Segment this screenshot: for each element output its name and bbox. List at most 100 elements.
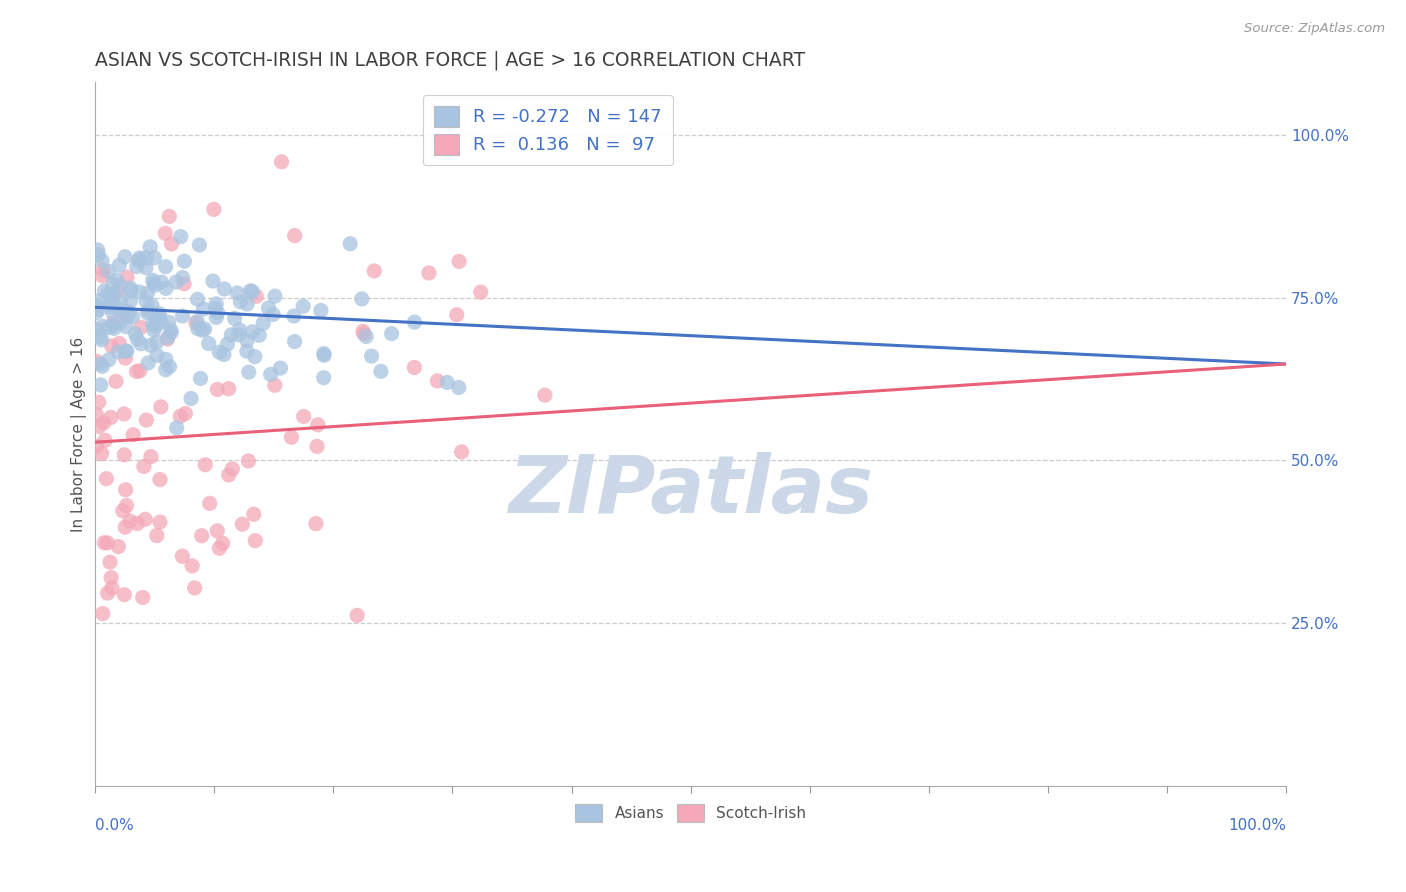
Point — [86, 322, 108, 336]
Point — [447, 380, 470, 394]
Point — [205, 297, 228, 311]
Point — [283, 309, 305, 323]
Point — [117, 310, 139, 324]
Point — [100, 300, 122, 314]
Point — [112, 588, 135, 602]
Point — [145, 313, 167, 327]
Point — [127, 516, 149, 531]
Point — [236, 344, 259, 359]
Point — [107, 285, 129, 299]
Point — [91, 359, 114, 374]
Point — [91, 268, 114, 283]
Point — [243, 350, 266, 364]
Point — [212, 282, 235, 296]
Point — [157, 315, 180, 329]
Point — [217, 337, 239, 351]
Point — [118, 514, 141, 528]
Point — [404, 315, 426, 329]
Point — [125, 364, 148, 378]
Point — [173, 254, 195, 268]
Point — [534, 388, 557, 402]
Point — [114, 304, 136, 318]
Point — [128, 285, 150, 299]
Point — [307, 417, 329, 432]
Point — [105, 273, 128, 287]
Point — [86, 354, 108, 368]
Point — [252, 317, 274, 331]
Point — [97, 352, 120, 367]
Point — [269, 361, 291, 376]
Point — [360, 349, 382, 363]
Point — [87, 293, 110, 308]
Point — [231, 517, 253, 532]
Point — [221, 327, 243, 342]
Point — [346, 608, 368, 623]
Point — [98, 555, 121, 569]
Point — [136, 286, 159, 301]
Point — [187, 292, 209, 306]
Point — [354, 329, 377, 343]
Point — [418, 266, 440, 280]
Point — [93, 535, 115, 549]
Point — [100, 339, 122, 353]
Point — [134, 512, 156, 526]
Point — [86, 408, 108, 422]
Point — [169, 409, 191, 424]
Point — [127, 332, 149, 346]
Point — [128, 251, 150, 265]
Point — [184, 316, 207, 330]
Point — [135, 413, 157, 427]
Point — [98, 297, 121, 311]
Point — [193, 301, 215, 316]
Point — [107, 345, 129, 359]
Point — [148, 307, 170, 321]
Point — [129, 336, 152, 351]
Point — [188, 238, 211, 252]
Point — [280, 430, 302, 444]
Point — [260, 368, 283, 382]
Point — [96, 536, 118, 550]
Point — [89, 357, 111, 371]
Point — [125, 260, 148, 274]
Point — [239, 284, 262, 298]
Point — [115, 499, 138, 513]
Point — [149, 400, 172, 414]
Point — [120, 284, 142, 298]
Point — [207, 524, 229, 538]
Point — [107, 540, 129, 554]
Point — [90, 378, 112, 392]
Point — [155, 352, 177, 367]
Point — [87, 395, 110, 409]
Point — [284, 228, 307, 243]
Point — [165, 275, 187, 289]
Point — [86, 306, 108, 320]
Point — [93, 284, 115, 298]
Point — [173, 277, 195, 291]
Point — [135, 251, 157, 265]
Point — [93, 416, 115, 430]
Point — [212, 347, 235, 361]
Point — [97, 586, 120, 600]
Point — [247, 328, 270, 343]
Point — [243, 508, 266, 522]
Point — [90, 333, 112, 347]
Point — [229, 294, 252, 309]
Point — [204, 301, 226, 316]
Point — [91, 607, 114, 621]
Text: Source: ZipAtlas.com: Source: ZipAtlas.com — [1244, 22, 1385, 36]
Point — [208, 345, 231, 359]
Point — [350, 292, 373, 306]
Point — [436, 376, 458, 390]
Point — [118, 305, 141, 319]
Point — [115, 344, 138, 359]
Point — [180, 392, 202, 406]
Point — [314, 348, 336, 362]
Point — [155, 363, 177, 377]
Point — [138, 303, 160, 318]
Point — [139, 240, 162, 254]
Point — [114, 520, 136, 534]
Point — [101, 306, 124, 320]
Point — [146, 348, 169, 362]
Point — [97, 287, 120, 301]
Point — [101, 290, 124, 304]
